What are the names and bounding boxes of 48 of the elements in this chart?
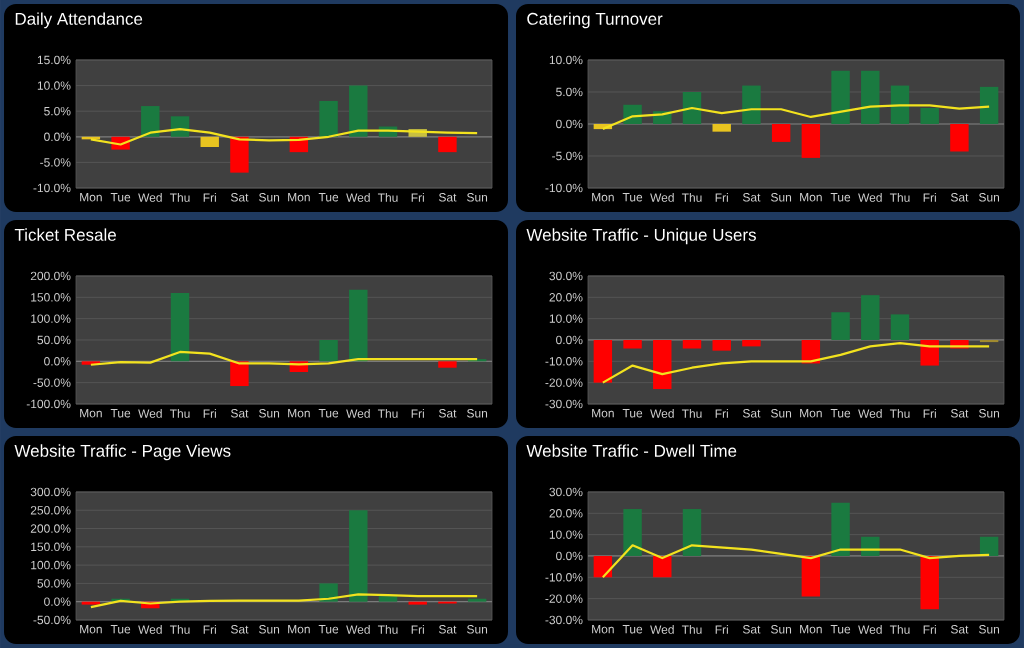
- bar: [950, 123, 969, 152]
- bar: [920, 107, 939, 124]
- bar: [230, 361, 249, 387]
- bar: [319, 339, 338, 362]
- bar: [712, 339, 731, 351]
- bar: [623, 339, 642, 349]
- bar: [230, 136, 249, 173]
- bar: [349, 289, 368, 362]
- bar: [831, 312, 850, 340]
- bar: [831, 70, 850, 124]
- bar: [890, 314, 910, 340]
- bar: [170, 293, 190, 362]
- bar: [438, 136, 457, 153]
- bar: [682, 509, 702, 556]
- chart-title: Catering Turnover: [527, 12, 663, 29]
- bar: [141, 106, 160, 137]
- chart-title: Website Traffic - Unique Users: [526, 228, 756, 245]
- bar: [378, 596, 398, 602]
- bar: [801, 555, 821, 597]
- bar: [861, 70, 880, 124]
- chart-title: Ticket Resale: [14, 228, 116, 241]
- bar: [200, 136, 219, 148]
- bar: [349, 85, 368, 137]
- bar: [890, 85, 910, 124]
- bar: [349, 510, 368, 602]
- bar: [712, 123, 731, 132]
- bar: [742, 85, 761, 124]
- bar: [593, 339, 613, 383]
- bar: [771, 123, 791, 142]
- bar: [801, 123, 821, 158]
- bar: [319, 100, 338, 137]
- line-series: [89, 128, 479, 146]
- bar: [861, 295, 880, 340]
- bar: [653, 555, 672, 578]
- bar: [682, 339, 702, 349]
- chart-title: Website Traffic - Dwell Time: [526, 444, 737, 457]
- bar: [682, 91, 702, 124]
- chart-title: Website Traffic - Page Views: [14, 444, 231, 461]
- bar: [979, 536, 999, 556]
- bar: [979, 86, 999, 124]
- bar: [623, 509, 642, 556]
- bar: [920, 555, 939, 610]
- bar: [438, 361, 457, 368]
- bar: [831, 502, 850, 556]
- chart-title: Daily Attendance: [15, 12, 143, 29]
- bar: [742, 339, 761, 347]
- bar: [920, 339, 939, 366]
- bar: [653, 339, 672, 390]
